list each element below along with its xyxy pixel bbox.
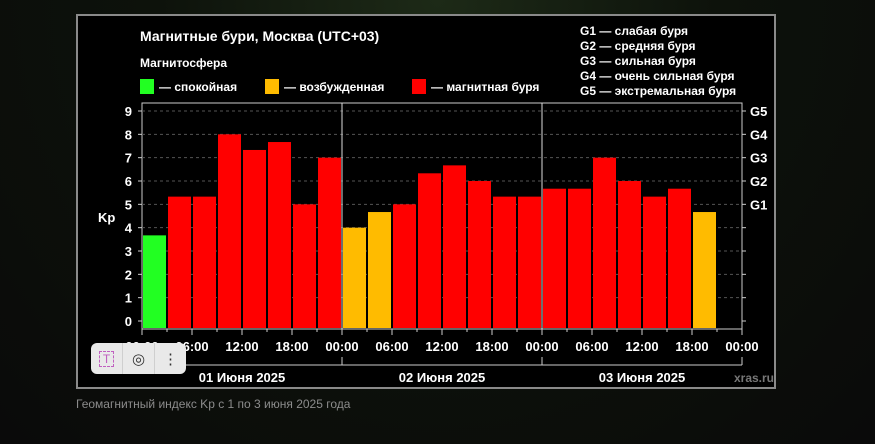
kp-bar: [393, 204, 416, 328]
x-tick-label: 06:00: [575, 339, 608, 354]
x-tick-label: 00:00: [525, 339, 558, 354]
lens-glyph: ◎: [131, 350, 146, 368]
g-scale-item: G1 — слабая буря: [580, 24, 688, 38]
g-level-tick-label: G2: [750, 174, 767, 189]
legend-swatch-storm: [412, 79, 426, 94]
more-options-icon[interactable]: ⋮: [155, 343, 186, 374]
x-tick-label: 00:00: [325, 339, 358, 354]
kp-chart: Магнитные бури, Москва (UTC+03) Магнитос…: [98, 24, 774, 385]
g-level-tick-label: G4: [750, 127, 768, 142]
y-tick-label: 6: [125, 174, 132, 189]
x-tick-label: 18:00: [475, 339, 508, 354]
kp-bar: [518, 196, 541, 328]
legend-swatch-active: [265, 79, 279, 94]
x-tick-label: 18:00: [275, 339, 308, 354]
kp-bar: [193, 196, 216, 328]
x-tick-label: 06:00: [375, 339, 408, 354]
kp-bar: [668, 188, 691, 328]
kp-bar: [218, 134, 241, 328]
g-level-tick-label: G1: [750, 197, 767, 212]
text-select-icon[interactable]: T: [91, 343, 123, 374]
more-glyph: ⋮: [163, 350, 178, 368]
text-icon-glyph: T: [98, 350, 115, 367]
kp-bar: [568, 188, 591, 328]
kp-bar: [693, 212, 716, 328]
kp-bar: [293, 204, 316, 328]
legend-label-storm: — магнитная буря: [431, 80, 539, 94]
y-tick-label: 0: [125, 314, 132, 329]
day-label: 01 Июня 2025: [199, 370, 286, 385]
kp-bar: [493, 196, 516, 328]
legend-swatch-quiet: [140, 79, 154, 94]
kp-bar: [368, 212, 391, 328]
chart-title: Магнитные бури, Москва (UTC+03): [140, 28, 379, 44]
g-scale-item: G3 — сильная буря: [580, 54, 696, 68]
kp-bar: [618, 181, 641, 328]
kp-bar: [268, 142, 291, 328]
y-tick-label: 8: [125, 127, 132, 142]
kp-bar: [168, 196, 191, 328]
kp-bar: [643, 196, 666, 328]
kp-bar: [343, 227, 366, 328]
legend-label-quiet: — спокойная: [159, 80, 237, 94]
kp-bar: [443, 165, 466, 328]
legend-label-active: — возбужденная: [284, 80, 384, 94]
y-tick-label: 5: [125, 197, 132, 212]
kp-bar: [543, 188, 566, 328]
g-level-tick-label: G3: [750, 151, 767, 166]
x-tick-label: 12:00: [225, 339, 258, 354]
visual-search-icon[interactable]: ◎: [123, 343, 155, 374]
kp-bar: [318, 157, 341, 328]
kp-bar: [418, 173, 441, 328]
chart-caption: Геомагнитный индекс Kp с 1 по 3 июня 202…: [76, 397, 351, 411]
y-tick-label: 9: [125, 104, 132, 119]
kp-bar: [468, 181, 491, 328]
chart-frame: Магнитные бури, Москва (UTC+03) Магнитос…: [76, 14, 776, 389]
y-axis-label: Kp: [98, 210, 115, 225]
g-level-tick-label: G5: [750, 104, 767, 119]
g-scale-item: G5 — экстремальная буря: [580, 84, 736, 98]
day-label: 03 Июня 2025: [599, 370, 686, 385]
x-tick-label: 00:00: [725, 339, 758, 354]
y-tick-label: 3: [125, 244, 132, 259]
day-label: 02 Июня 2025: [399, 370, 486, 385]
g-scale-item: G4 — очень сильная буря: [580, 69, 735, 83]
kp-bar: [143, 235, 166, 328]
x-tick-label: 12:00: [625, 339, 658, 354]
y-tick-label: 7: [125, 151, 132, 166]
x-tick-label: 18:00: [675, 339, 708, 354]
image-toolbar: T ◎ ⋮: [91, 343, 186, 374]
kp-bar: [593, 157, 616, 328]
kp-bar: [243, 149, 266, 328]
legend-title: Магнитосфера: [140, 56, 227, 70]
g-scale-item: G2 — средняя буря: [580, 39, 696, 53]
watermark: xras.ru: [734, 371, 774, 385]
x-tick-label: 12:00: [425, 339, 458, 354]
y-tick-label: 4: [125, 221, 133, 236]
y-tick-label: 1: [125, 291, 132, 306]
y-tick-label: 2: [125, 267, 132, 282]
